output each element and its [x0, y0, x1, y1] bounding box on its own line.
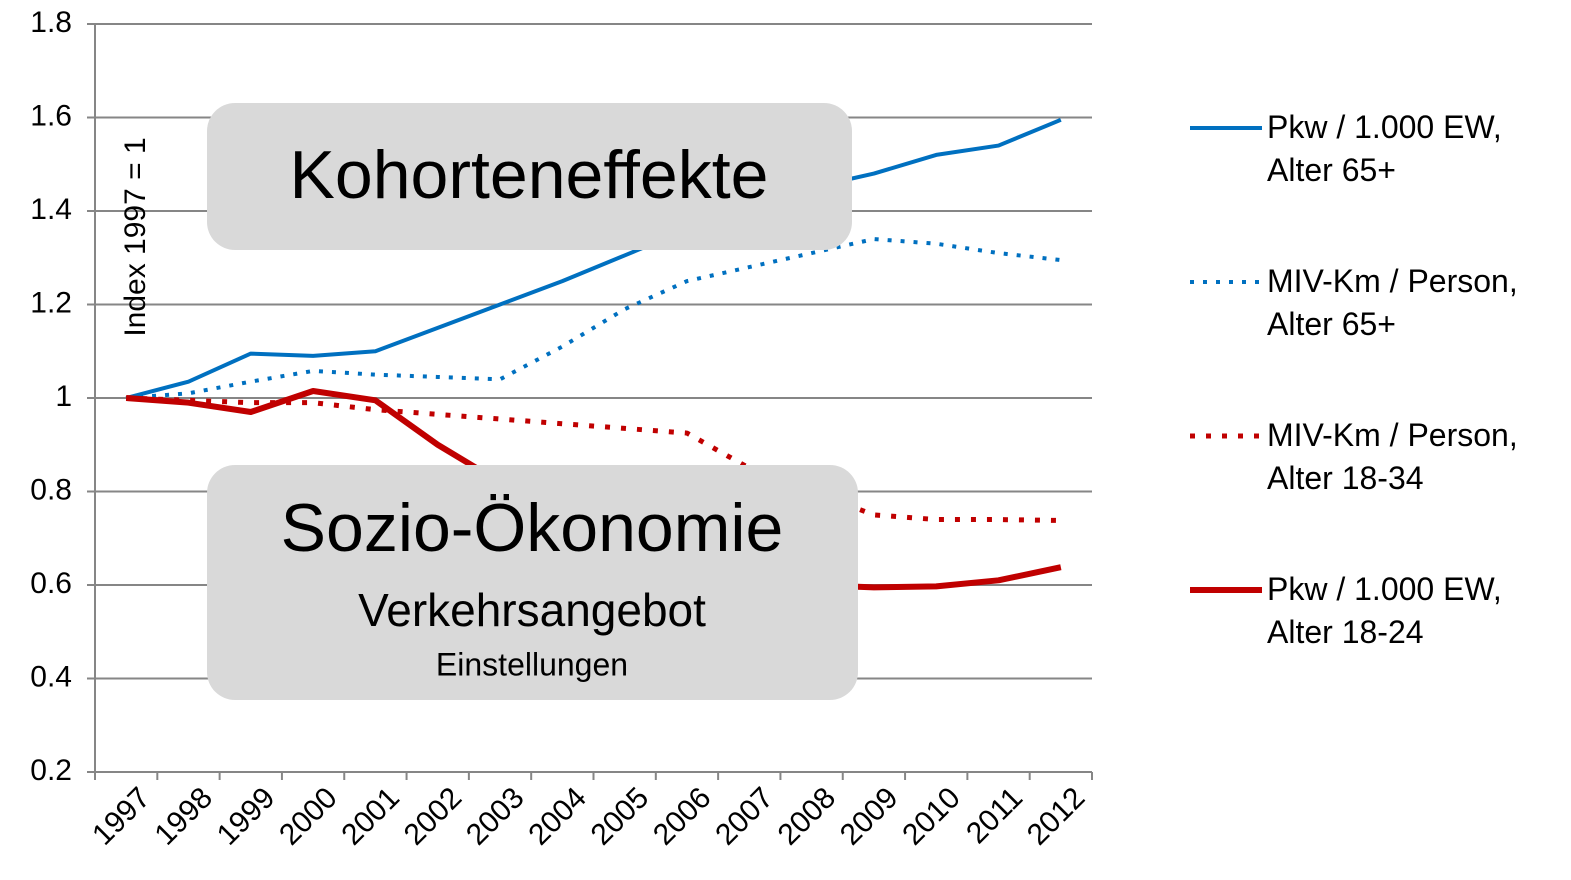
x-tick-label: 2010 — [896, 781, 967, 852]
y-tick-label: 0.8 — [30, 473, 72, 506]
y-tick-label: 0.6 — [30, 567, 72, 600]
legend-label: Pkw / 1.000 EW, Alter 18-24 — [1267, 571, 1502, 650]
x-tick-label: 2001 — [335, 781, 406, 852]
x-tick-label: 2009 — [834, 781, 905, 852]
y-tick-label: 1.4 — [30, 193, 72, 226]
y-tick-label: 1.2 — [30, 286, 72, 319]
x-tick-label: 2011 — [960, 781, 1029, 850]
series-line — [125, 117, 1062, 400]
annotation-box — [207, 103, 852, 250]
series-line — [126, 395, 1061, 523]
y-tick-label: 1.6 — [30, 99, 72, 132]
x-tick-label: 2008 — [772, 781, 843, 852]
x-tick-label: 2000 — [273, 781, 344, 852]
legend-label: MIV-Km / Person, Alter 65+ — [1267, 263, 1518, 342]
legend-label: Pkw / 1.000 EW, Alter 65+ — [1267, 109, 1502, 188]
x-tick-label: 2006 — [647, 781, 718, 852]
y-tick-label: 0.2 — [30, 754, 72, 787]
x-tick-label: 1999 — [211, 781, 282, 852]
x-tick-label: 1997 — [86, 781, 157, 852]
x-tick-label: 2012 — [1021, 781, 1092, 852]
y-tick-label: 1.8 — [30, 6, 72, 39]
y-axis-label: Index 1997 = 1 — [119, 137, 152, 336]
x-tick-label: 2003 — [460, 781, 531, 852]
series-line — [126, 237, 1062, 400]
legend-label: MIV-Km / Person, Alter 18-34 — [1267, 417, 1518, 496]
y-tick-label: 1 — [55, 380, 72, 413]
annotation: Kohorteneffekte — [290, 137, 769, 213]
annotation: Verkehrsangebot — [358, 584, 706, 636]
x-tick-label: 2002 — [398, 781, 469, 852]
x-tick-label: 2007 — [709, 781, 780, 852]
y-tick-label: 0.4 — [30, 660, 72, 693]
x-tick-label: 1998 — [148, 781, 219, 852]
x-tick-label: 2005 — [585, 781, 656, 852]
annotation: Einstellungen — [436, 646, 628, 682]
annotation: Sozio-Ökonomie — [281, 490, 784, 566]
annotation-box — [207, 465, 858, 700]
x-tick-label: 2004 — [522, 781, 593, 852]
